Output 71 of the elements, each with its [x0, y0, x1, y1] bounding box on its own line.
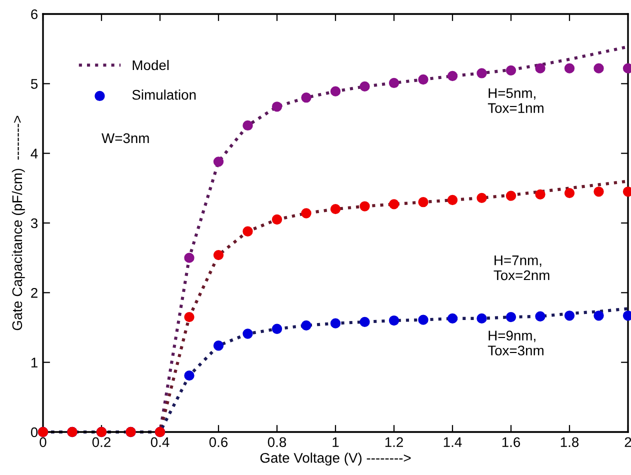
- point: [418, 74, 428, 85]
- point: [447, 313, 458, 324]
- point: [184, 252, 194, 263]
- y-tick-label: 5: [30, 79, 38, 89]
- point: [330, 318, 341, 328]
- x-tick-label: 0.8: [268, 437, 286, 448]
- point: [447, 194, 458, 206]
- y-tick-label: 2: [31, 288, 38, 298]
- point: [184, 312, 194, 322]
- point: [272, 102, 282, 112]
- point: [388, 78, 400, 88]
- point: [447, 70, 458, 82]
- y-tick-label: 4: [30, 148, 38, 158]
- annotation: H=5nm, Tox=1nm: [488, 88, 544, 113]
- point: [535, 311, 546, 322]
- point: [272, 214, 282, 225]
- point: [476, 68, 487, 78]
- point: [535, 63, 546, 74]
- x-tick-label: 0: [40, 437, 46, 448]
- x-tick-label: 1: [332, 437, 339, 447]
- annotation: H=7nm, Tox=2nm: [494, 256, 550, 280]
- point: [388, 315, 400, 326]
- legend-label: Model: [132, 60, 169, 70]
- point: [506, 65, 516, 76]
- x-tick-label: 0.2: [92, 437, 110, 448]
- point: [535, 189, 546, 200]
- x-tick-label: 0.6: [209, 437, 228, 448]
- y-tick-label: 0: [30, 427, 38, 438]
- y-axis-title: Gate Capacitance (pF/cm) -------->: [12, 116, 25, 330]
- point: [564, 188, 575, 198]
- point: [476, 192, 487, 204]
- legend-label: Simulation: [132, 90, 196, 100]
- point: [476, 313, 487, 324]
- point: [242, 226, 253, 236]
- point: [506, 190, 516, 201]
- point: [360, 81, 370, 92]
- x-tick-label: 1.2: [385, 437, 403, 447]
- point: [360, 316, 370, 328]
- point: [242, 328, 253, 339]
- annotation: H=9nm, Tox=3nm: [488, 330, 544, 356]
- annotation: W=3nm: [102, 133, 149, 144]
- point: [330, 204, 341, 214]
- point: [594, 310, 604, 321]
- point: [564, 63, 575, 74]
- point: [418, 197, 428, 208]
- point: [213, 250, 224, 260]
- x-tick-label: 1.4: [444, 437, 462, 447]
- point: [360, 201, 370, 212]
- x-tick-label: 2: [624, 437, 631, 447]
- point: [564, 310, 575, 321]
- x-tick-label: 0.4: [150, 437, 170, 448]
- point: [272, 324, 282, 334]
- y-tick-label: 1: [31, 358, 38, 368]
- point: [301, 208, 312, 218]
- point: [242, 120, 253, 131]
- point: [301, 320, 312, 330]
- x-tick-label: 1.8: [560, 437, 579, 448]
- point: [594, 186, 604, 197]
- point: [213, 156, 224, 167]
- x-axis-title: Gate Voltage (V) -------->: [260, 452, 411, 466]
- point: [594, 63, 604, 74]
- point: [388, 199, 400, 210]
- point: [506, 312, 516, 322]
- point: [301, 92, 312, 103]
- x-tick-label: 1.6: [502, 437, 520, 448]
- point: [213, 340, 224, 351]
- point: [330, 86, 341, 96]
- y-tick-label: 6: [31, 9, 38, 20]
- point: [418, 314, 428, 325]
- y-tick-label: 3: [30, 218, 38, 228]
- point: [184, 370, 194, 381]
